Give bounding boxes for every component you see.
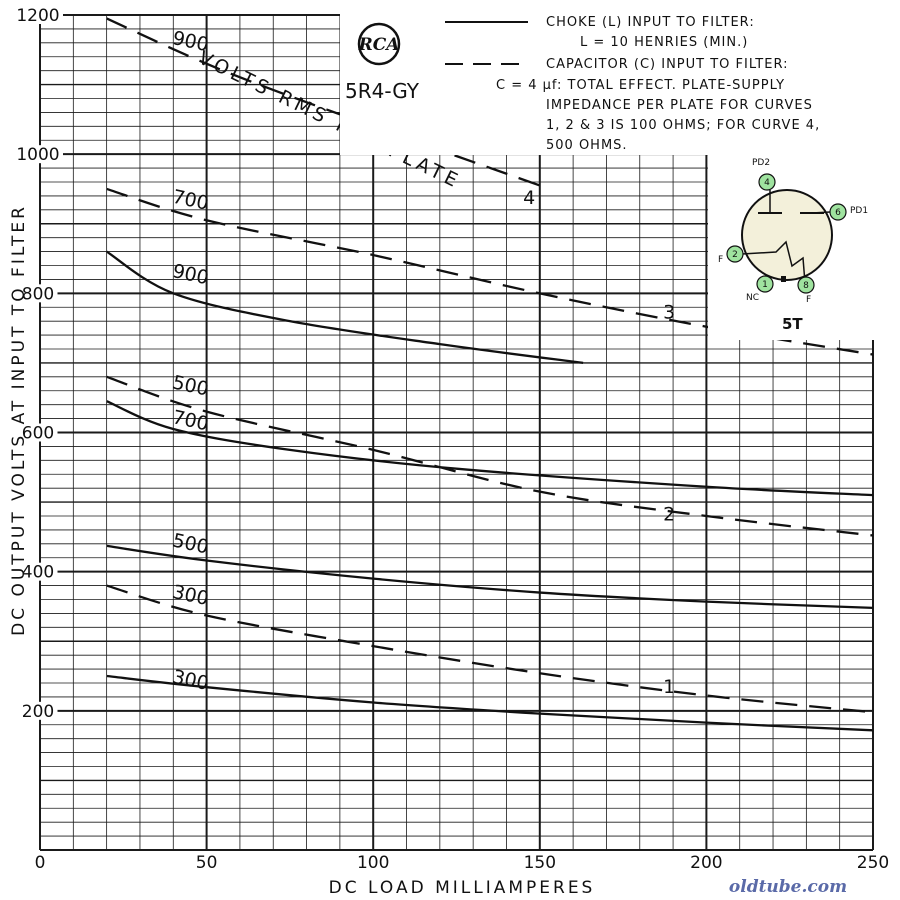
svg-text:8: 8 — [803, 281, 809, 291]
legend-dashed-line-2: C = 4 μf: TOTAL EFFECT. PLATE-SUPPLY — [496, 78, 785, 93]
base-code: 5T — [782, 315, 803, 333]
y-tick-bg-1200 — [13, 6, 63, 24]
legend-solid-line-2: L = 10 HENRIES (MIN.) — [580, 35, 748, 50]
curves — [106, 17, 874, 732]
y-tick-200: 200 — [22, 702, 54, 722]
x-tick-150: 150 — [524, 853, 556, 873]
svg-text:2: 2 — [732, 250, 738, 260]
pin-1: 1 NC — [746, 275, 774, 303]
tube-type: 5R4-GY — [345, 79, 420, 103]
curve-dashed-700 — [106, 187, 874, 356]
curve-solid-700 — [106, 400, 874, 497]
legend-dashed-line-4: 1, 2 & 3 IS 100 OHMS; FOR CURVE 4, — [546, 118, 820, 133]
curve-number-3: 3 — [663, 302, 675, 324]
svg-text:4: 4 — [764, 178, 770, 188]
watermark: oldtube.com — [729, 877, 847, 897]
curve-solid-900 — [106, 250, 584, 365]
axis-ticks: 0 50 100 150 200 250 200 400 600 800 1000 1200 — [13, 6, 889, 873]
legend-solid-line-1: CHOKE (L) INPUT TO FILTER: — [546, 15, 755, 30]
y-axis-label: DC OUTPUT VOLTS AT INPUT TO FILTER — [9, 204, 29, 636]
y-tick-1000: 1000 — [16, 145, 59, 165]
curve-solid-500 — [106, 544, 874, 609]
svg-text:1: 1 — [762, 280, 768, 290]
svg-text:RCA: RCA — [358, 35, 400, 55]
x-tick-50: 50 — [196, 853, 218, 873]
y-tick-bg-400 — [18, 562, 58, 581]
svg-text:NC: NC — [746, 293, 759, 303]
curve-number-4: 4 — [523, 187, 535, 209]
curve-dashed-300 — [106, 584, 874, 714]
legend-dashed-line-1: CAPACITOR (C) INPUT TO FILTER: — [546, 57, 788, 72]
x-tick-200: 200 — [690, 853, 722, 873]
pin-8: 8 F — [797, 276, 815, 305]
y-tick-400: 400 — [22, 563, 54, 583]
legend-panel: RCA 5R4-GY CHOKE (L) INPUT TO FILTER: L … — [340, 12, 878, 155]
y-tick-1200: 1200 — [16, 6, 59, 26]
x-tick-0: 0 — [35, 853, 46, 873]
legend-dashed-line-3: IMPEDANCE PER PLATE FOR CURVES — [546, 98, 813, 113]
curve-dashed-900 — [106, 17, 541, 187]
curve-dashed-500 — [106, 375, 874, 537]
y-tick-800: 800 — [22, 284, 54, 304]
y-tick-bg-600 — [18, 423, 58, 442]
base-diagram: 4 PD2 6 PD1 2 F 1 NC 8 F 5T — [708, 150, 876, 340]
svg-text:PD1: PD1 — [850, 206, 868, 216]
x-axis-label: DC LOAD MILLIAMPERES — [329, 878, 596, 898]
y-tick-bg-200 — [18, 701, 58, 720]
pin-6: 6 PD1 — [829, 203, 868, 221]
svg-text:F: F — [806, 295, 811, 305]
curve-number-2: 2 — [663, 504, 675, 526]
socket-circle — [741, 189, 833, 281]
pin-2: 2 F — [718, 245, 744, 265]
svg-text:PD2: PD2 — [752, 158, 770, 168]
svg-text:F: F — [718, 255, 723, 265]
y-tick-bg-800 — [18, 284, 58, 303]
pin-4: 4 PD2 — [752, 158, 776, 191]
x-tick-250: 250 — [857, 853, 889, 873]
svg-text:6: 6 — [835, 208, 841, 218]
y-tick-600: 600 — [22, 424, 54, 444]
curve-solid-300 — [106, 674, 874, 732]
x-tick-100: 100 — [357, 853, 389, 873]
y-tick-bg-1000 — [13, 145, 63, 164]
legend-dashed-line-5: 500 OHMS. — [546, 138, 628, 153]
rca-logo: RCA — [358, 22, 401, 66]
curve-number-1: 1 — [663, 676, 675, 698]
